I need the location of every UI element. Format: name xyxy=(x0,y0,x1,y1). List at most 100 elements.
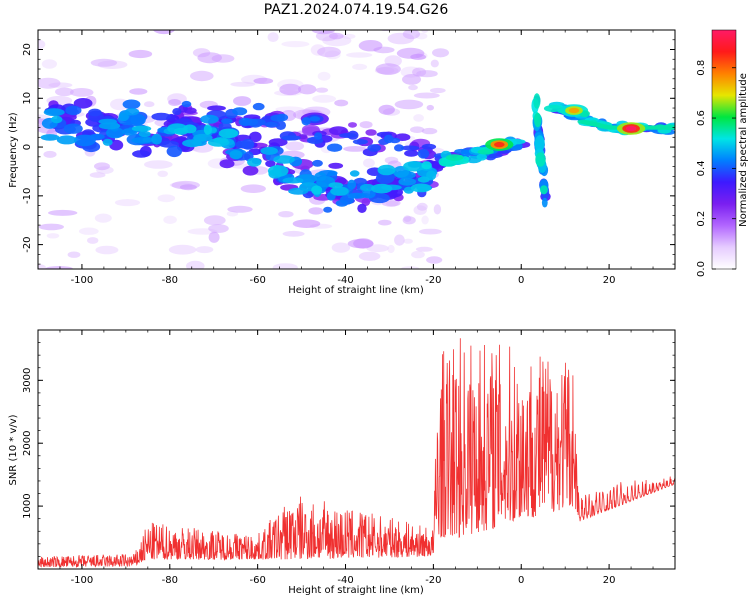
spectrogram-blob xyxy=(157,194,176,203)
spectrogram-blob xyxy=(367,144,382,152)
spectrogram-blob xyxy=(131,125,152,132)
spectrogram-blob xyxy=(151,133,162,145)
spectrogram-blob xyxy=(377,164,396,176)
spectrogram-blob xyxy=(371,183,393,194)
spectrogram-blob xyxy=(476,153,487,161)
spectrogram-blob xyxy=(168,99,182,106)
spectrogram-blob xyxy=(227,205,253,213)
spectrogram-blob xyxy=(298,84,317,95)
spectrogram-blob xyxy=(357,203,367,213)
spectrogram-blob xyxy=(400,145,420,151)
spectrogram-blob xyxy=(230,30,235,31)
spectrogram-blob xyxy=(419,228,442,235)
spectrogram-blob xyxy=(142,137,154,143)
snr-background xyxy=(38,330,675,569)
spectrogram-blob xyxy=(252,102,265,111)
x-tick-label: -40 xyxy=(337,575,353,586)
spectrogram-blob xyxy=(272,263,298,269)
spectrogram-blob xyxy=(541,197,548,208)
spectrogram-blob xyxy=(38,77,61,89)
spectrogram-blob xyxy=(335,199,349,207)
spectrogram-blob xyxy=(95,245,119,255)
colorbar-tick-label: 0.2 xyxy=(696,211,707,227)
spectrogram-blob xyxy=(352,63,368,70)
y-tick-label: 0 xyxy=(22,144,33,150)
spectrogram-blob xyxy=(38,223,64,231)
spectrogram-blob xyxy=(281,135,301,141)
spectrogram-blob xyxy=(241,138,255,150)
spectrogram-blob xyxy=(317,71,331,81)
spectrogram-blob xyxy=(253,77,274,84)
spectrogram-blob xyxy=(273,155,295,164)
spectrogram-blob xyxy=(343,146,367,152)
spectrogram-blob xyxy=(445,154,464,161)
spectrogram-blob xyxy=(48,209,78,216)
spectrogram-blob xyxy=(157,170,168,177)
spectrogram-blob xyxy=(329,32,344,40)
spectrogram-blob xyxy=(348,122,357,128)
figure-title: PAZ1.2024.074.19.54.G26 xyxy=(264,2,449,18)
spectrogram-blob xyxy=(314,132,323,140)
spectrogram-blob xyxy=(378,104,395,115)
spectrogram-blob xyxy=(213,137,228,144)
colorbar-gradient xyxy=(712,30,736,269)
spectrogram-blob xyxy=(55,87,74,97)
spectrogram-blob xyxy=(421,161,432,170)
spectrogram-blob xyxy=(540,185,548,195)
spectrogram-blob xyxy=(276,113,289,122)
spectrogram-blob xyxy=(275,120,286,130)
spectrogram-blob xyxy=(51,115,63,124)
spectrogram-blob xyxy=(232,107,248,116)
spectrogram-blob xyxy=(625,125,637,132)
spectrogram-blob xyxy=(124,108,140,116)
spectrogram-blob xyxy=(411,250,425,259)
spectrogram-blob xyxy=(426,104,434,111)
spectrogram-blob xyxy=(403,238,413,244)
spectrogram-blob xyxy=(229,150,243,160)
spectrogram-blob xyxy=(203,124,212,135)
spectrogram-blob xyxy=(38,264,46,269)
spectrogram-blob xyxy=(207,105,226,111)
spectrogram-blob xyxy=(203,215,226,226)
spectrogram-blob xyxy=(143,101,155,108)
spectrogram-blob xyxy=(433,204,442,215)
spectrogram-blob xyxy=(352,139,368,145)
y-tick-label: 1000 xyxy=(22,493,33,518)
spectrogram-blob xyxy=(186,260,205,269)
spectrogram-blob xyxy=(73,134,96,147)
x-tick-label: -100 xyxy=(71,275,94,286)
spectrogram-blob xyxy=(534,112,542,128)
spectrogram-blob xyxy=(190,70,214,82)
spectrogram-blob xyxy=(98,122,121,130)
spectrogram-blob xyxy=(40,134,60,141)
y-tick-label: 20 xyxy=(22,43,33,56)
spectrogram-x-axis-label: Height of straight line (km) xyxy=(288,285,424,296)
spectrogram-blob xyxy=(279,83,302,96)
spectrogram-blob xyxy=(416,202,428,211)
spectrogram-blob xyxy=(218,128,239,139)
spectrogram-blob xyxy=(219,159,235,169)
spectrogram-blob xyxy=(330,186,349,196)
spectrogram-blob xyxy=(267,165,289,177)
spectrogram-blob xyxy=(317,46,341,58)
spectrogram-blob xyxy=(323,206,333,213)
spectrogram-blob xyxy=(233,96,252,106)
spectrogram-blob xyxy=(144,160,173,169)
spectrogram-blob xyxy=(151,112,171,121)
spectrogram-blob xyxy=(265,121,278,128)
spectrogram-blob xyxy=(412,67,427,77)
spectrogram-blob xyxy=(292,219,321,228)
spectrogram-blob xyxy=(417,176,430,183)
spectrogram-blob xyxy=(195,246,214,254)
spectrogram-blob xyxy=(73,98,93,109)
colorbar-tick-label: 0.8 xyxy=(696,60,707,76)
spectrogram-blob xyxy=(208,231,220,243)
spectrogram-blob xyxy=(535,152,546,167)
spectrogram-blob xyxy=(421,215,429,225)
spectrogram-blob xyxy=(410,183,432,193)
colorbar-label: Normalized spectral amplitude xyxy=(738,73,749,227)
spectrogram-blob xyxy=(339,133,358,138)
